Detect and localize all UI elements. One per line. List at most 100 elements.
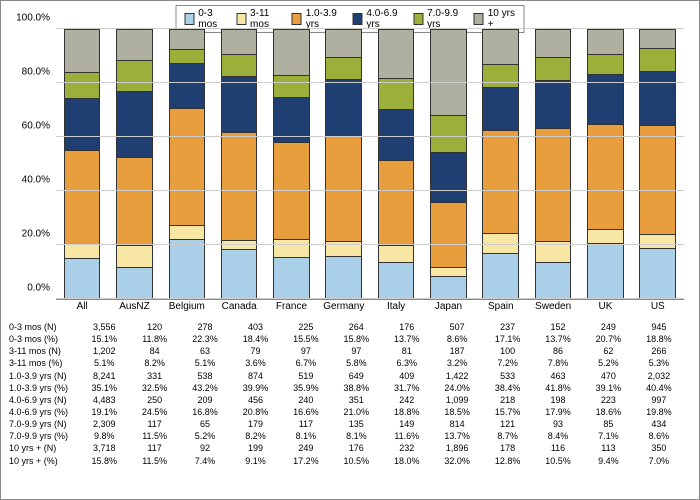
bar-segment [116,29,153,60]
table-cell: 218 [482,394,532,406]
bar-slot [161,29,213,299]
bar-segment [535,29,572,57]
table-cell: 209 [180,394,230,406]
x-tick-label: UK [579,301,631,312]
table-cell: 152 [533,321,583,333]
table-cell: 32.5% [129,382,179,394]
table-cell: 35.9% [281,382,331,394]
row-cells: 3,718117921992491762321,896178116113350 [79,442,684,454]
table-row: 7.0-9.9 yrs (%)9.8%11.5%5.2%8.2%8.1%8.1%… [9,430,684,442]
row-label: 10 yrs + (%) [9,455,79,467]
legend-item: 4.0-6.9 yrs [353,8,404,30]
table-cell: 117 [129,418,179,430]
legend-item: 3-11 mos [236,8,282,30]
table-cell: 814 [432,418,482,430]
table-cell: 18.8% [382,406,432,418]
table-cell: 649 [331,370,381,382]
legend-item: 1.0-3.9 yrs [292,8,343,30]
bar-segment [639,71,676,124]
table-cell: 92 [180,442,230,454]
table-cell: 20.7% [583,333,633,345]
bar-segment [325,136,362,241]
row-cells: 19.1%24.5%16.8%20.8%16.6%21.0%18.8%18.5%… [79,406,684,418]
plot-area: 0.0%20.0%40.0%60.0%80.0%100.0% [56,29,684,300]
table-row: 1.0-3.9 yrs (N)8,2413315388745196494091,… [9,370,684,382]
table-row: 7.0-9.9 yrs (N)2,30911765179117135149814… [9,418,684,430]
table-cell: 32.0% [432,455,482,467]
row-label: 4.0-6.9 yrs (%) [9,406,79,418]
row-label: 0-3 mos (%) [9,333,79,345]
table-cell: 16.8% [180,406,230,418]
bar-segment [116,267,153,299]
x-tick-label: Spain [475,301,527,312]
table-cell: 176 [331,442,381,454]
bar-segment [482,130,519,234]
table-cell: 12.8% [482,455,532,467]
table-cell: 7.2% [482,357,532,369]
legend-item: 0-3 mos [185,8,227,30]
bar-segment [273,239,310,257]
table-cell: 1,422 [432,370,482,382]
bar-segment [64,98,101,150]
table-cell: 403 [230,321,280,333]
table-cell: 278 [180,321,230,333]
bar-segment [325,29,362,57]
stacked-bar [169,29,206,299]
table-row: 1.0-3.9 yrs (%)35.1%32.5%43.2%39.9%35.9%… [9,382,684,394]
bar-segment [378,109,415,160]
x-tick-label: AusNZ [108,301,160,312]
table-cell: 8.2% [129,357,179,369]
table-cell: 240 [281,394,331,406]
table-cell: 39.9% [230,382,280,394]
table-cell: 7.8% [533,357,583,369]
row-label: 3-11 mos (%) [9,357,79,369]
table-cell: 62 [583,345,633,357]
bar-segment [116,157,153,245]
y-tick-label: 100.0% [16,13,56,24]
table-cell: 5.1% [79,357,129,369]
table-cell: 19.1% [79,406,129,418]
bar-segment [169,29,206,49]
y-tick-label: 20.0% [22,229,56,240]
table-cell: 237 [482,321,532,333]
row-cells: 1,2028463799797811871008662266 [79,345,684,357]
table-cell: 13.7% [432,430,482,442]
bar-segment [169,108,206,225]
row-cells: 3,556120278403225264176507237152249945 [79,321,684,333]
bar-slot [56,29,108,299]
legend-label: 3-11 mos [250,8,282,30]
table-cell: 63 [180,345,230,357]
row-cells: 5.1%8.2%5.1%3.6%6.7%5.8%6.3%3.2%7.2%7.8%… [79,357,684,369]
table-cell: 997 [634,394,684,406]
table-cell: 7.4% [180,455,230,467]
table-cell: 84 [129,345,179,357]
row-cells: 9.8%11.5%5.2%8.2%8.1%8.1%11.6%13.7%8.7%8… [79,430,684,442]
table-cell: 6.3% [382,357,432,369]
table-cell: 39.1% [583,382,633,394]
table-cell: 86 [533,345,583,357]
x-tick-label: Italy [370,301,422,312]
table-cell: 81 [382,345,432,357]
table-cell: 18.4% [230,333,280,345]
bar-slot [213,29,265,299]
bar-segment [639,125,676,234]
table-cell: 24.5% [129,406,179,418]
bar-segment [64,150,101,245]
table-cell: 9.8% [79,430,129,442]
table-cell: 117 [281,418,331,430]
bar-segment [116,91,153,157]
table-cell: 533 [482,370,532,382]
table-cell: 8.2% [230,430,280,442]
bar-slot [475,29,527,299]
stacked-bar [430,29,467,299]
bar-segment [169,63,206,108]
table-cell: 11.6% [382,430,432,442]
table-cell: 15.8% [79,455,129,467]
bar-segment [639,248,676,299]
legend-item: 10 yrs + [474,8,516,30]
table-cell: 249 [281,442,331,454]
row-cells: 15.1%11.8%22.3%18.4%15.5%15.8%13.7%8.6%1… [79,333,684,345]
table-cell: 15.7% [482,406,532,418]
table-cell: 11.8% [129,333,179,345]
grid-line [56,82,684,83]
